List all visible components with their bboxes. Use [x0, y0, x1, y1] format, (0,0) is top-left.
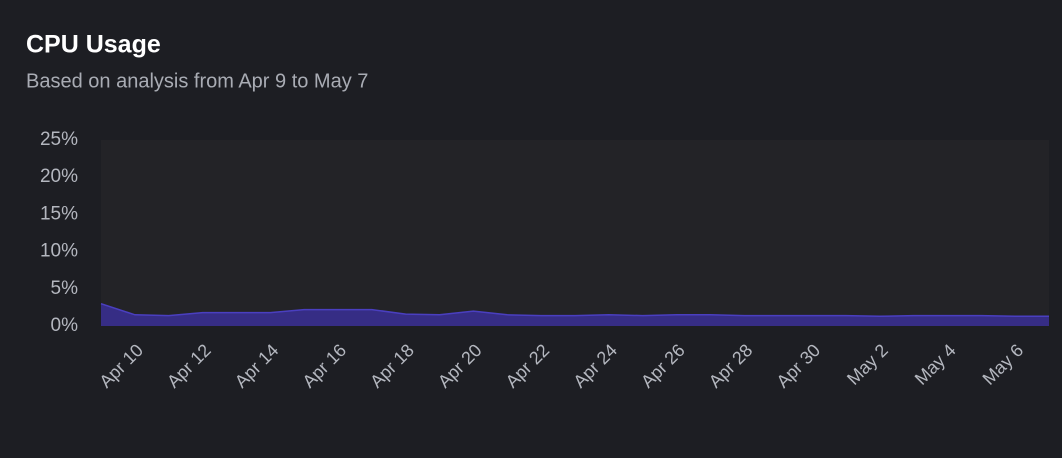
- y-tick-label: 0%: [51, 315, 79, 336]
- x-tick-label: Apr 16: [299, 340, 351, 392]
- x-tick-label: Apr 10: [95, 340, 147, 392]
- y-tick-label: 15%: [40, 203, 78, 224]
- x-tick-label: May 4: [911, 340, 960, 389]
- area-line: [100, 302, 1049, 318]
- x-tick-label: Apr 30: [773, 340, 825, 392]
- y-tick-label: 25%: [40, 129, 78, 150]
- y-tick-label: 5%: [51, 278, 79, 299]
- x-tick-label: May 2: [843, 340, 892, 389]
- x-tick-label: Apr 14: [231, 340, 283, 392]
- x-tick-label: Apr 26: [637, 340, 689, 392]
- x-tick-label: Apr 18: [366, 340, 418, 392]
- x-tick-label: Apr 24: [569, 340, 621, 392]
- area: [101, 303, 1049, 326]
- plot-area: [101, 140, 1049, 326]
- x-tick-label: Apr 28: [705, 340, 757, 392]
- y-tick-label: 20%: [40, 166, 78, 187]
- x-tick-label: Apr 12: [163, 340, 215, 392]
- chart-title: CPU Usage: [26, 31, 161, 59]
- x-tick-label: Apr 20: [434, 340, 486, 392]
- x-tick-label: Apr 22: [502, 340, 554, 392]
- x-tick-label: May 6: [979, 340, 1028, 389]
- chart-subtitle: Based on analysis from Apr 9 to May 7: [26, 70, 368, 92]
- y-tick-label: 10%: [40, 241, 78, 262]
